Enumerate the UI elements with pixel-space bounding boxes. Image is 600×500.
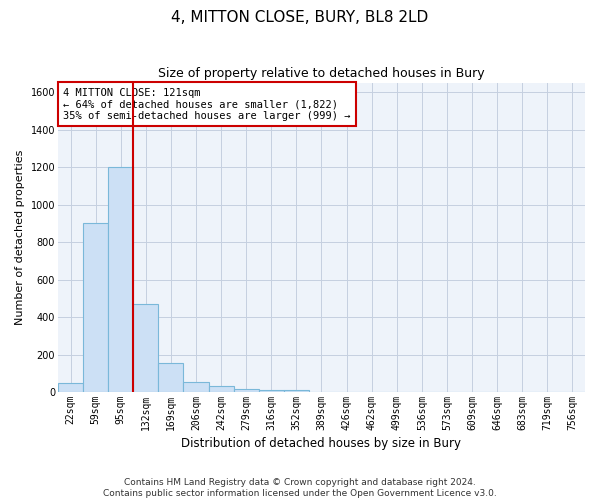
Bar — [133, 304, 158, 392]
Bar — [233, 388, 259, 392]
Text: Contains HM Land Registry data © Crown copyright and database right 2024.
Contai: Contains HM Land Registry data © Crown c… — [103, 478, 497, 498]
Bar — [158, 363, 184, 392]
Bar — [259, 390, 284, 392]
Y-axis label: Number of detached properties: Number of detached properties — [15, 150, 25, 325]
Bar — [83, 224, 108, 392]
X-axis label: Distribution of detached houses by size in Bury: Distribution of detached houses by size … — [181, 437, 461, 450]
Bar — [108, 168, 133, 392]
Bar — [58, 382, 83, 392]
Bar — [209, 386, 233, 392]
Text: 4 MITTON CLOSE: 121sqm
← 64% of detached houses are smaller (1,822)
35% of semi-: 4 MITTON CLOSE: 121sqm ← 64% of detached… — [63, 88, 351, 121]
Bar — [284, 390, 309, 392]
Text: 4, MITTON CLOSE, BURY, BL8 2LD: 4, MITTON CLOSE, BURY, BL8 2LD — [172, 10, 428, 25]
Title: Size of property relative to detached houses in Bury: Size of property relative to detached ho… — [158, 68, 485, 80]
Bar — [184, 382, 209, 392]
